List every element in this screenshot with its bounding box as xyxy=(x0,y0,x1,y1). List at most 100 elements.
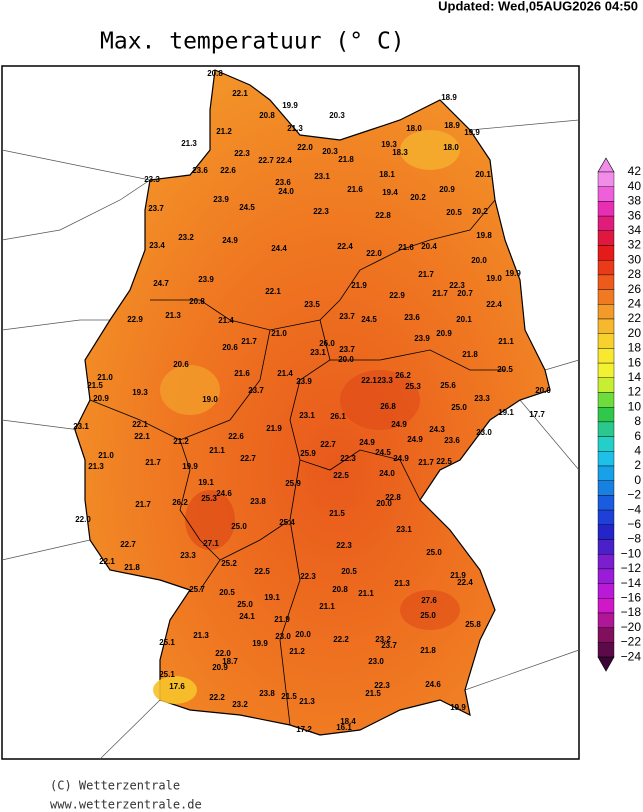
station-value: 20.0 xyxy=(376,499,392,508)
station-value: 24.6 xyxy=(425,680,441,689)
station-value: 17.6 xyxy=(169,682,185,691)
station-value: 23.1 xyxy=(310,348,326,357)
station-value: 23.2 xyxy=(232,700,248,709)
station-value: 23.6 xyxy=(404,313,420,322)
station-value: 21.2 xyxy=(216,127,232,136)
colorbar-label: −12 xyxy=(621,561,642,575)
station-value: 22.4 xyxy=(486,300,502,309)
updated-label: Updated: Wed,05AUG2026 04:50 xyxy=(438,0,638,13)
station-value: 27.1 xyxy=(203,539,219,548)
station-value: 18.9 xyxy=(441,93,457,102)
station-value: 22.1 xyxy=(134,432,150,441)
colorbar-label: 6 xyxy=(634,429,641,443)
station-value: 26.0 xyxy=(319,339,335,348)
station-value: 20.2 xyxy=(472,207,488,216)
station-value: 20.6 xyxy=(222,343,238,352)
station-value: 21.4 xyxy=(218,316,234,325)
station-value: 24.5 xyxy=(361,315,377,324)
station-value: 23.7 xyxy=(381,641,397,650)
station-value: 24.6 xyxy=(216,489,232,498)
station-value: 24.1 xyxy=(239,612,255,621)
station-value: 22.7 xyxy=(258,156,274,165)
station-value: 21.3 xyxy=(299,697,315,706)
station-value: 23.3 xyxy=(377,376,393,385)
station-value: 23.7 xyxy=(148,204,164,213)
station-value: 19.9 xyxy=(505,269,521,278)
station-value: 19.1 xyxy=(498,408,514,417)
station-value: 22.1 xyxy=(99,557,115,566)
colorbar-band xyxy=(597,421,615,437)
station-value: 22.0 xyxy=(366,249,382,258)
station-value: 23.5 xyxy=(304,300,320,309)
station-value: 25.9 xyxy=(285,479,301,488)
station-value: 23.7 xyxy=(339,312,355,321)
station-value: 18.4 xyxy=(340,717,356,726)
colorbar-band xyxy=(597,215,615,232)
station-value: 19.9 xyxy=(252,639,268,648)
station-value: 19.1 xyxy=(264,593,280,602)
colorbar-band xyxy=(597,407,615,423)
station-value: 22.2 xyxy=(209,693,225,702)
colorbar-band xyxy=(597,465,615,481)
colorbar-label: −18 xyxy=(621,605,642,619)
station-value: 21.0 xyxy=(97,373,113,382)
station-value: 21.8 xyxy=(124,563,140,572)
colorbar-label: 4 xyxy=(634,443,641,457)
station-value: 22.2 xyxy=(333,635,349,644)
station-value: 23.9 xyxy=(414,334,430,343)
station-value: 20.7 xyxy=(457,289,473,298)
map-title: Max. temperatuur (° C) xyxy=(100,29,405,55)
station-value: 25.1 xyxy=(159,670,175,679)
station-value: 24.9 xyxy=(391,420,407,429)
station-value: 22.6 xyxy=(220,166,236,175)
station-value: 23.8 xyxy=(250,497,266,506)
station-value: 23.2 xyxy=(375,635,391,644)
station-value: 20.5 xyxy=(497,365,513,374)
colorbar-band xyxy=(597,274,615,290)
colorbar-band xyxy=(597,583,615,599)
station-value: 25.7 xyxy=(189,585,205,594)
station-value: 19.0 xyxy=(202,395,218,404)
station-value: 22.3 xyxy=(336,541,352,550)
station-value: 19.3 xyxy=(381,140,397,149)
colorbar-label: −24 xyxy=(621,649,642,663)
station-value: 18.7 xyxy=(222,657,238,666)
station-value: 20.8 xyxy=(332,585,348,594)
station-value: 21.1 xyxy=(498,337,514,346)
colorbar-band xyxy=(597,524,615,540)
station-value: 25.0 xyxy=(420,611,436,620)
station-value: 20.9 xyxy=(439,185,455,194)
station-value: 22.8 xyxy=(385,493,401,502)
colorbar-band xyxy=(597,245,615,261)
station-value: 26.2 xyxy=(172,498,188,507)
station-value: 23.4 xyxy=(149,241,165,250)
station-value: 22.3 xyxy=(340,454,356,463)
station-value: 20.0 xyxy=(535,386,551,395)
station-value: 20.8 xyxy=(259,111,275,120)
station-value: 19.9 xyxy=(464,128,480,137)
station-value: 25.4 xyxy=(279,518,295,527)
station-value: 21.3 xyxy=(287,124,303,133)
colorbar-band xyxy=(597,289,615,305)
station-value: 23.9 xyxy=(198,275,214,284)
colorbar-label: 18 xyxy=(628,341,642,355)
colorbar-band xyxy=(597,186,615,202)
station-value: 21.9 xyxy=(266,424,282,433)
station-value: 27.6 xyxy=(421,596,437,605)
station-value: 22.9 xyxy=(127,315,143,324)
station-value: 21.2 xyxy=(173,437,189,446)
station-value: 22.5 xyxy=(436,457,452,466)
station-value: 21.5 xyxy=(365,689,381,698)
colorbar-band xyxy=(597,392,615,408)
colorbar-label: −16 xyxy=(621,590,642,604)
colorbar-band xyxy=(597,598,615,614)
station-value: 19.1 xyxy=(198,478,214,487)
station-value: 25.2 xyxy=(221,559,237,568)
station-value: 22.7 xyxy=(320,440,336,449)
station-value: 25.0 xyxy=(231,522,247,531)
station-value: 23.9 xyxy=(213,195,229,204)
colorbar-band xyxy=(597,451,615,467)
colorbar-label: 40 xyxy=(628,179,642,193)
